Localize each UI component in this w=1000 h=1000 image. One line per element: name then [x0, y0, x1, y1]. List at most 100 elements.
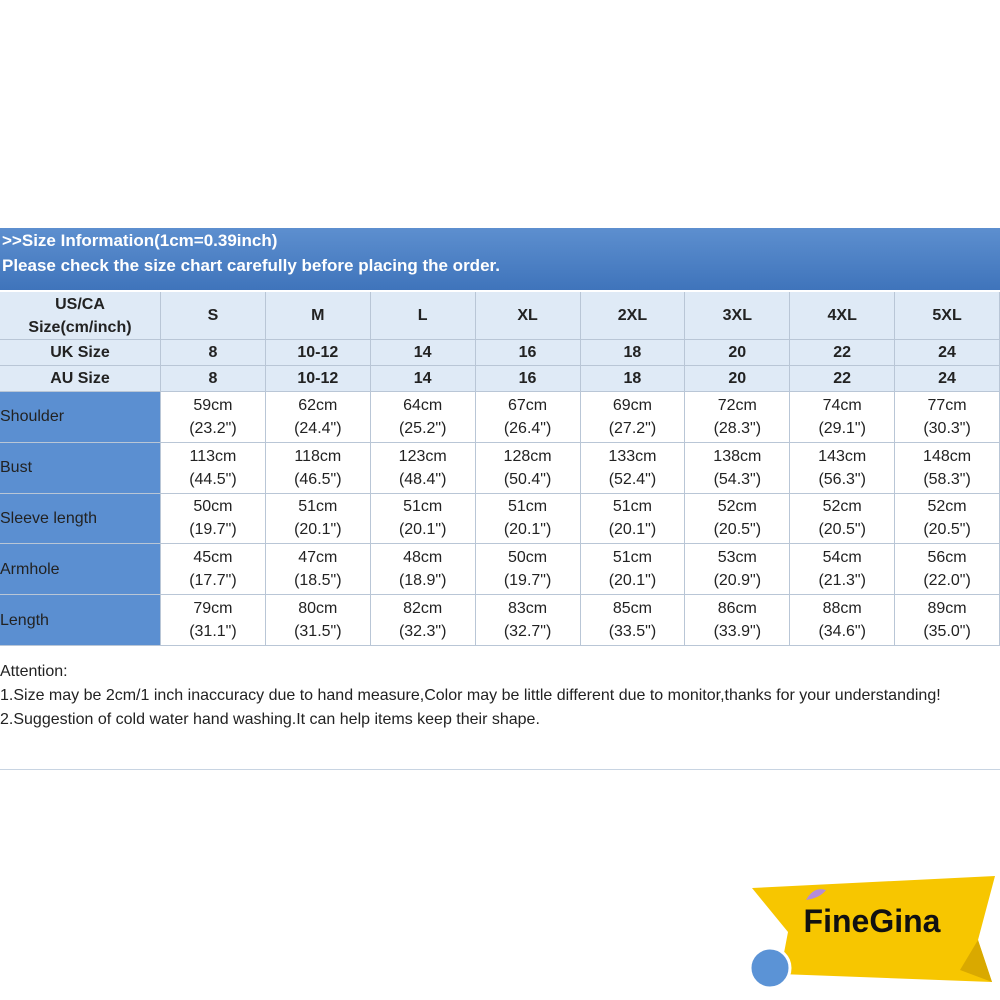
cell-text: 50cm	[193, 498, 233, 516]
cell-text: 2XL	[617, 307, 648, 324]
measure-cell: 89cm (35.0")	[895, 595, 1000, 646]
header-title: >>Size Information(1cm=0.39inch)	[2, 231, 278, 250]
cell-text: (28.3")	[713, 419, 762, 437]
measure-cell: 52cm (20.5")	[685, 493, 791, 545]
cell-text: 24	[938, 370, 956, 387]
cell-text: 22	[833, 370, 852, 387]
measure-cell: 51cm (20.1")	[580, 544, 686, 596]
cell-text: (44.5")	[189, 470, 237, 488]
cell-text: 5XL	[932, 307, 962, 324]
measure-cell: 51cm (20.1")	[370, 493, 476, 545]
measure-cell: 85cm (33.5")	[580, 595, 686, 646]
header-subtitle: Please check the size chart carefully be…	[2, 256, 500, 275]
measure-cell: 143cm (56.3")	[790, 442, 896, 494]
size-cell: 14	[370, 366, 476, 392]
cell-text: AU Size	[50, 370, 110, 387]
divider	[0, 769, 1000, 770]
cell-text: 51cm	[298, 498, 338, 516]
cell-text: (20.1")	[294, 521, 342, 539]
cell-text: L	[417, 307, 428, 324]
size-cell: 16	[475, 366, 581, 392]
cell-text: 79cm	[193, 600, 233, 618]
cell-text: 56cm	[927, 549, 967, 567]
cell-text: 80cm	[298, 600, 338, 618]
cell-text: 8	[208, 370, 218, 387]
cell-text: 54cm	[822, 549, 862, 567]
cell-text: 69cm	[612, 396, 652, 414]
cell-text: 4XL	[827, 307, 857, 324]
measure-cell: 113cm (44.5")	[161, 442, 266, 494]
cell-text: (24.4")	[294, 419, 342, 437]
note: Attention:	[0, 663, 68, 680]
cell-text: 64cm	[403, 396, 443, 414]
cell-text: 22	[833, 344, 852, 361]
size-header: 3XL	[685, 292, 791, 340]
measure-cell: 45cm (17.7")	[161, 544, 266, 596]
cell-text: 62cm	[298, 396, 338, 414]
measure-cell: 64cm (25.2")	[370, 392, 476, 443]
cell-text: 128cm	[503, 447, 552, 465]
measure-cell: 50cm (19.7")	[161, 493, 266, 545]
cell-text: 24	[938, 344, 956, 361]
note: 2.Suggestion of cold water hand washing.…	[0, 711, 540, 728]
cell-text: 77cm	[927, 396, 967, 414]
size-cell: 20	[685, 366, 791, 392]
cell-text: (23.2")	[189, 419, 237, 437]
logo-dot	[748, 946, 792, 990]
cell-text: (20.5")	[923, 521, 971, 539]
size-header: 4XL	[790, 292, 896, 340]
size-cell: 8	[161, 340, 266, 366]
header: >>Size Information(1cm=0.39inch) Please …	[0, 228, 1000, 290]
cell-text: (32.7")	[503, 623, 552, 641]
measure-cell: 69cm (27.2")	[580, 392, 686, 443]
cell-text: 89cm	[927, 600, 967, 618]
cell-text: 14	[413, 344, 432, 361]
cell-text: (54.3")	[713, 470, 762, 488]
size-header: S	[161, 292, 266, 340]
cell-text: 52cm	[717, 498, 757, 516]
row-label: AU Size	[0, 366, 161, 392]
measure-cell: 133cm (52.4")	[580, 442, 686, 494]
cell-text: Armhole	[0, 560, 60, 578]
cell-text: (34.6")	[818, 623, 866, 641]
cell-text: Sleeve length	[0, 509, 97, 527]
size-cell: 14	[370, 340, 476, 366]
cell-text: 82cm	[403, 600, 443, 618]
size-table: US/CA Size(cm/inch) S M L XL 2XL 3XL 4XL 5XL UK Si…	[0, 292, 1000, 646]
measure-cell: 118cm (46.5")	[265, 442, 371, 494]
cell-text: 20	[728, 344, 747, 361]
cell-text: 85cm	[612, 600, 652, 618]
cell-text: (33.9")	[713, 623, 762, 641]
cell-text: 18	[623, 344, 642, 361]
size-cell: 24	[895, 366, 1000, 392]
row-label: Bust	[0, 442, 161, 494]
measure-cell: 62cm (24.4")	[265, 392, 371, 443]
row-label: UK Size	[0, 340, 161, 366]
measure-cell: 51cm (20.1")	[475, 493, 581, 545]
cell-text: (20.1")	[398, 521, 447, 539]
cell-text: (20.5")	[713, 521, 762, 539]
cell-text: 51cm	[612, 498, 652, 516]
size-cell: 8	[161, 366, 266, 392]
measure-cell: 83cm (32.7")	[475, 595, 581, 646]
measure-cell: 77cm (30.3")	[895, 392, 1000, 443]
cell-text: (31.5")	[294, 623, 342, 641]
cell-text: 74cm	[822, 396, 862, 414]
cell-text: 86cm	[717, 600, 757, 618]
note: 1.Size may be 2cm/1 inch inaccuracy due …	[0, 687, 941, 704]
cell-text: (29.1")	[818, 419, 866, 437]
measure-cell: 59cm (23.2")	[161, 392, 266, 443]
cell-text: Bust	[0, 459, 33, 477]
cell-text: (18.9")	[398, 572, 447, 590]
cell-text: 45cm	[193, 549, 233, 567]
cell-text: 20	[728, 370, 747, 387]
cell-text: 51cm	[612, 549, 652, 567]
cell-text: (19.7")	[189, 521, 237, 539]
size-cell: 18	[580, 340, 686, 366]
cell-text: (20.1")	[608, 521, 657, 539]
cell-text: Size(cm/inch)	[28, 318, 132, 336]
cell-text: 10-12	[297, 344, 339, 361]
measure-cell: 123cm (48.4")	[370, 442, 476, 494]
cell-text: 123cm	[398, 447, 447, 465]
cell-text: 51cm	[403, 498, 443, 516]
